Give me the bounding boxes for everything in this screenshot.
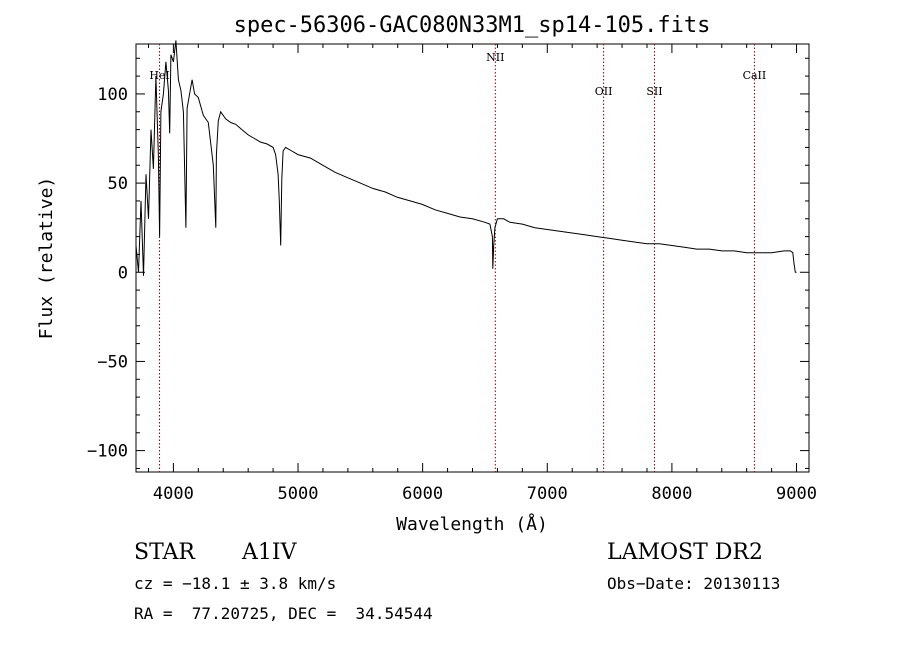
x-tick-label: 6000 <box>402 484 443 504</box>
object-class: STAR <box>134 540 195 565</box>
y-tick-label: −50 <box>97 352 128 372</box>
object-subclass: A1IV <box>242 540 297 565</box>
coordinates-text: RA = 77.20725, DEC = 34.54544 <box>134 604 433 623</box>
x-tick-label: 7000 <box>527 484 568 504</box>
y-tick-label: 50 <box>108 174 128 194</box>
redshift-text: cz = −18.1 ± 3.8 km/s <box>134 574 337 593</box>
spectrum-line <box>135 40 797 276</box>
axis-ticks: 4000 5000 6000 7000 8000 9000 −100 −50 0 50 100 <box>87 44 817 504</box>
x-axis-label: Wavelength (Å) <box>396 513 548 535</box>
line-label-caii: CaII <box>743 69 767 82</box>
line-label-oii: OII <box>595 85 613 98</box>
chart-title: spec-56306-GAC080N33M1_sp14-105.fits <box>234 13 711 38</box>
x-tick-label: 8000 <box>651 484 692 504</box>
line-label-sii: SII <box>646 85 662 98</box>
obs-date: Obs−Date: 20130113 <box>607 574 781 593</box>
y-tick-label: 100 <box>97 85 128 105</box>
y-axis-label: Flux (relative) <box>36 177 57 340</box>
survey-name: LAMOST DR2 <box>607 540 763 565</box>
x-tick-label: 9000 <box>776 484 817 504</box>
x-tick-label: 5000 <box>278 484 319 504</box>
plot-frame <box>135 43 810 473</box>
y-tick-label: 0 <box>118 263 128 283</box>
y-tick-label: −100 <box>87 442 128 462</box>
line-label-nii: NII <box>486 51 504 64</box>
x-tick-label: 4000 <box>153 484 194 504</box>
